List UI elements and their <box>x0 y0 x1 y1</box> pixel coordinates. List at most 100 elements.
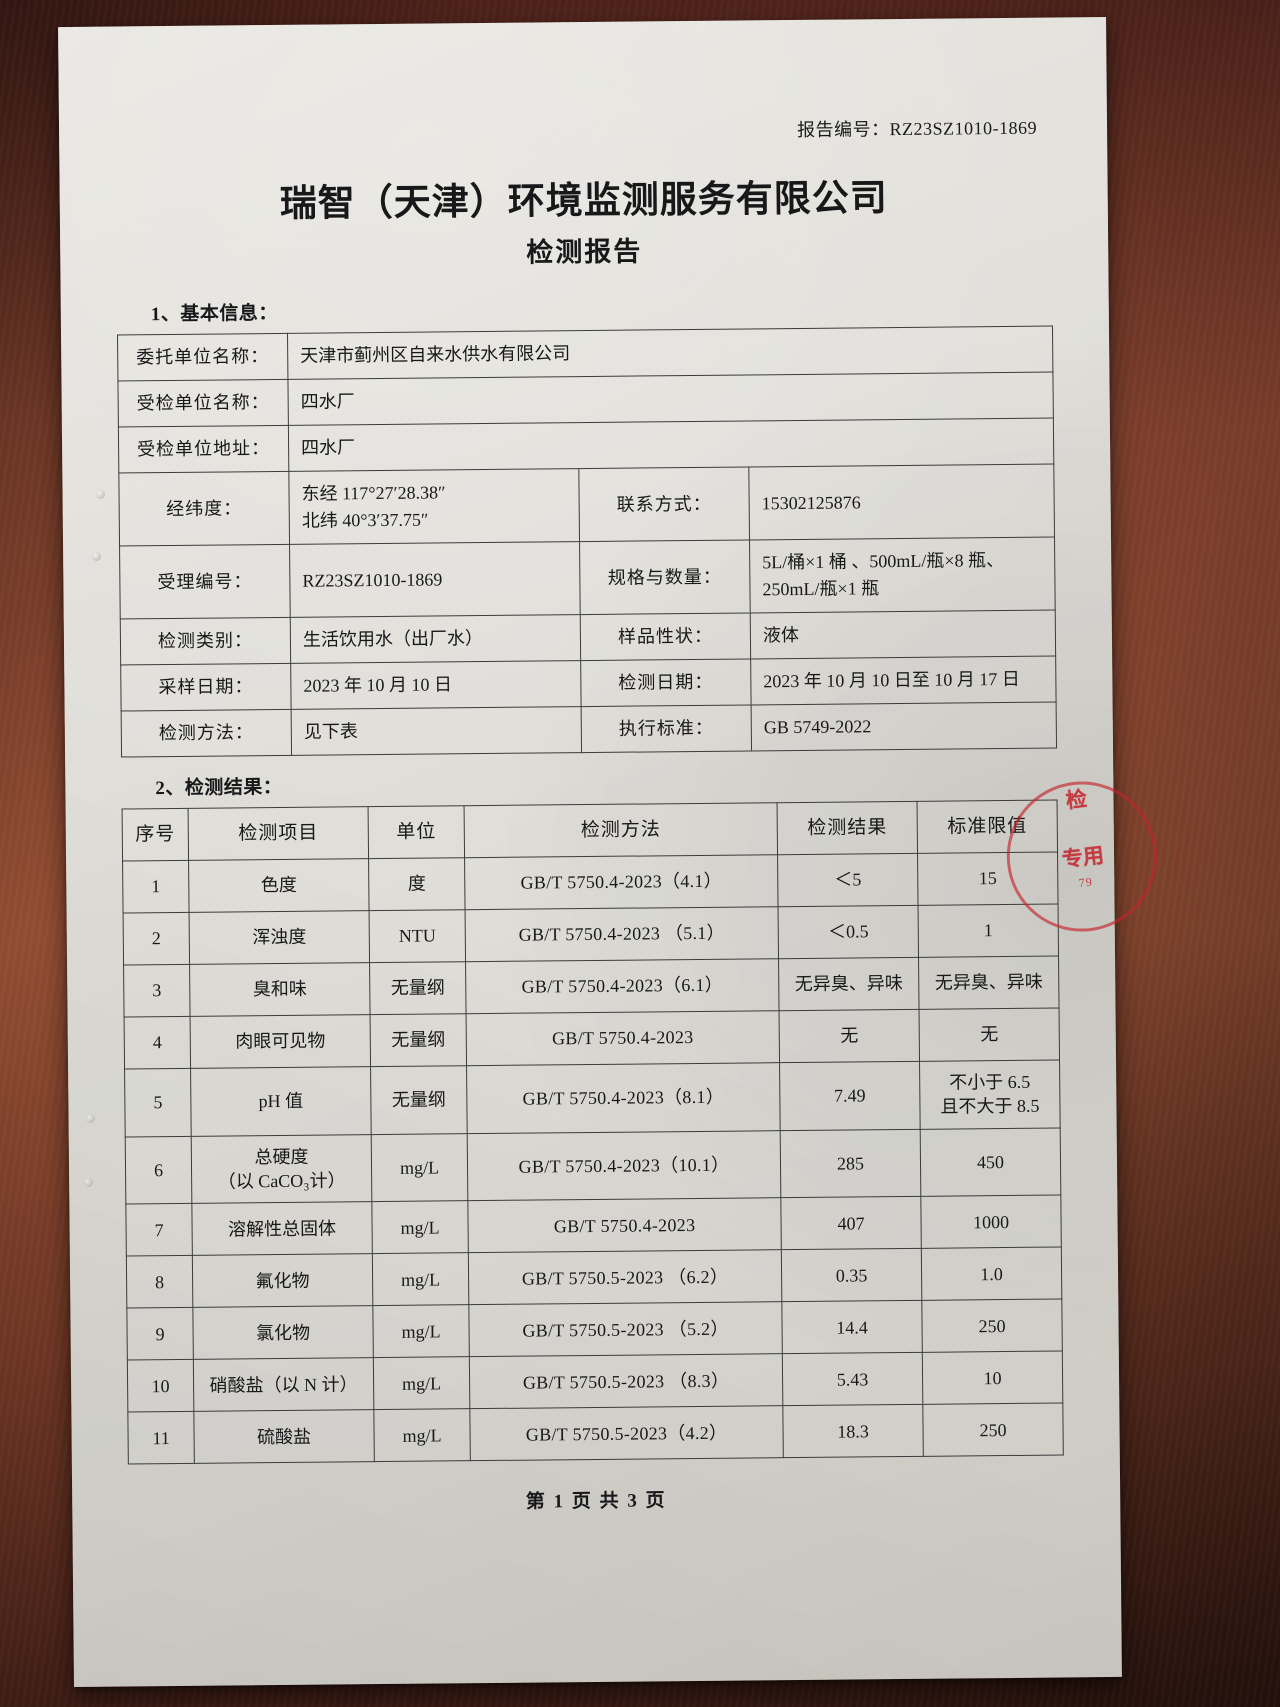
header-no: 序号 <box>122 808 189 861</box>
cell-result: 0.35 <box>781 1248 922 1302</box>
cell-unit: 无量纲 <box>370 1065 468 1135</box>
cell-result: 407 <box>780 1196 922 1250</box>
cell-unit: 无量纲 <box>369 961 467 1015</box>
cell-method: GB/T 5750.5-2023 （8.3） <box>469 1353 783 1409</box>
cell-limit: 250 <box>922 1403 1064 1457</box>
sample-state-label: 样品性状： <box>580 612 751 661</box>
client-name-label: 委托单位名称： <box>117 333 288 382</box>
paper-dent-1 <box>96 490 105 499</box>
cell-unit: mg/L <box>373 1408 471 1462</box>
acceptance-number-value: RZ23SZ1010-1869 <box>289 541 581 618</box>
report-number: 报告编号：RZ23SZ1010-1869 <box>115 114 1037 149</box>
cell-limit: 无异臭、异味 <box>918 956 1060 1010</box>
coordinates-longitude: 东经 117°27′28.38″ <box>301 482 446 504</box>
report-number-value: RZ23SZ1010-1869 <box>889 117 1038 140</box>
results-header-row: 序号 检测项目 单位 检测方法 检测结果 标准限值 <box>122 800 1058 861</box>
cell-no: 9 <box>126 1307 194 1361</box>
cell-result: 14.4 <box>781 1300 923 1354</box>
cell-unit: mg/L <box>371 1133 468 1202</box>
table-row: 1 色度度 GB/T 5750.4-2023（4.1） ＜5 15 <box>122 852 1059 913</box>
basic-info-table: 委托单位名称： 天津市蓟州区自来水供水有限公司 受检单位名称： 四水厂 受检单位… <box>117 325 1058 758</box>
cell-result: 无 <box>779 1009 920 1063</box>
results-table: 序号 检测项目 单位 检测方法 检测结果 标准限值 1 色度度 GB/T 5750.… <box>121 799 1064 1465</box>
cell-no: 5 <box>124 1068 192 1137</box>
cell-method: GB/T 5750.4-2023 <box>467 1197 782 1253</box>
cell-unit: mg/L <box>372 1304 470 1358</box>
cell-limit: 1000 <box>920 1195 1062 1249</box>
cell-limit: 无 <box>919 1008 1060 1062</box>
test-category-label: 检测类别： <box>120 617 291 665</box>
cell-unit: mg/L <box>372 1252 469 1306</box>
inspected-name-value: 四水厂 <box>287 372 1054 426</box>
cell-limit: 1.0 <box>921 1247 1062 1301</box>
coordinates-label: 经纬度： <box>118 471 290 547</box>
paper-dent-2 <box>92 552 101 561</box>
cell-limit: 不小于 6.5 且不大于 8.5 <box>919 1060 1061 1129</box>
cell-no: 1 <box>122 860 190 913</box>
test-category-value: 生活饮用水（出厂水） <box>290 614 581 664</box>
test-method-value: 见下表 <box>291 706 582 756</box>
table-row: 11 硫酸盐 mg/L GB/T 5750.5-2023（4.2） 18.3 250 <box>127 1403 1064 1465</box>
spec-quantity-label: 规格与数量： <box>579 539 751 615</box>
cell-item: 氟化物 <box>192 1253 373 1308</box>
cell-method: GB/T 5750.5-2023（4.2） <box>469 1405 784 1461</box>
cell-method: GB/T 5750.4-2023（4.1） <box>464 854 779 910</box>
standard-label: 执行标准： <box>581 704 752 753</box>
document-type: 检测报告 <box>526 236 643 269</box>
cell-item: 肉眼可见物 <box>190 1014 371 1069</box>
cell-item: 硝酸盐（以 N 计） <box>193 1357 374 1412</box>
inspected-address-value: 四水厂 <box>288 418 1054 472</box>
cell-no: 3 <box>123 964 191 1017</box>
header-result: 检测结果 <box>777 801 918 855</box>
cell-no: 8 <box>126 1255 193 1309</box>
spec-quantity-line-2: 250mL/瓶×1 瓶 <box>762 578 880 600</box>
cell-no: 10 <box>127 1359 194 1413</box>
cell-limit: 10 <box>922 1351 1063 1405</box>
header-item: 检测项目 <box>188 806 369 861</box>
cell-unit: 无量纲 <box>370 1013 467 1067</box>
cell-item: 臭和味 <box>189 962 371 1017</box>
cell-result: ＜5 <box>777 853 919 907</box>
cell-item: 硫酸盐 <box>193 1409 375 1464</box>
header-unit: 单位 <box>368 805 465 859</box>
table-row: 受理编号： RZ23SZ1010-1869 规格与数量： 5L/桶×1 桶 、5… <box>119 537 1056 619</box>
cell-result: 7.49 <box>779 1061 921 1131</box>
table-row: 3 臭和味 无量纲 GB/T 5750.4-2023（6.1） 无异臭、异味 无异臭、异味 <box>123 956 1060 1017</box>
cell-method: GB/T 5750.4-2023（6.1） <box>465 958 780 1014</box>
cell-result: ＜0.5 <box>778 905 919 959</box>
page-footer: 第 1 页 共 3 页 <box>525 1490 667 1513</box>
inspected-name-label: 受检单位名称： <box>117 379 289 428</box>
inspected-address-label: 受检单位地址： <box>118 425 289 474</box>
results-heading: 2、检测结果： <box>155 776 283 800</box>
acceptance-number-label: 受理编号： <box>119 544 291 619</box>
sample-state-value: 液体 <box>750 610 1056 659</box>
cell-result: 无异臭、异味 <box>778 957 920 1011</box>
results-body: 1 色度度 GB/T 5750.4-2023（4.1） ＜5 15 2 浑浊度 NTU GB/T… <box>122 852 1064 1465</box>
cell-method: GB/T 5750.4-2023（10.1） <box>467 1130 781 1201</box>
cell-no: 4 <box>124 1016 191 1069</box>
cell-result: 5.43 <box>782 1352 923 1406</box>
cell-limit: 250 <box>921 1299 1063 1353</box>
table-row: 经纬度： 东经 117°27′28.38″ 北纬 40°3′37.75″ 联系方… <box>118 464 1055 547</box>
contact-value: 15302125876 <box>748 464 1055 540</box>
cell-limit: 450 <box>920 1127 1061 1197</box>
sampling-date-label: 采样日期： <box>120 663 292 711</box>
report-page: 检 专用 79 报告编号：RZ23SZ1010-1869 瑞智（天津）环境监测服… <box>58 17 1165 1687</box>
table-row: 7 溶解性总固体 mg/L GB/T 5750.4-2023 407 1000 <box>125 1195 1062 1257</box>
table-row: 4 肉眼可见物 无量纲 GB/T 5750.4-2023 无无 <box>124 1008 1060 1069</box>
paper-dent-4 <box>84 1178 93 1187</box>
company-name: 瑞智（天津）环境监测服务有限公司 <box>279 175 888 225</box>
cell-method: GB/T 5750.4-2023 （5.1） <box>465 906 779 962</box>
header-method: 检测方法 <box>464 802 778 858</box>
cell-no: 6 <box>125 1135 192 1205</box>
cell-item: 总硬度 （以 CaCO₃计） <box>191 1134 372 1204</box>
cell-item: 溶解性总固体 <box>191 1201 373 1256</box>
cell-result: 18.3 <box>782 1404 924 1458</box>
cell-no: 2 <box>123 912 190 965</box>
coordinates-latitude: 北纬 40°3′37.75″ <box>301 509 429 531</box>
cell-unit: mg/L <box>371 1200 469 1254</box>
cell-unit: NTU <box>369 909 466 963</box>
cell-result: 285 <box>780 1128 921 1198</box>
spec-quantity-line-1: 5L/桶×1 桶 、500mL/瓶×8 瓶、 <box>762 550 1005 573</box>
table-row: 检测方法： 见下表 执行标准： GB 5749-2022 <box>121 702 1057 757</box>
